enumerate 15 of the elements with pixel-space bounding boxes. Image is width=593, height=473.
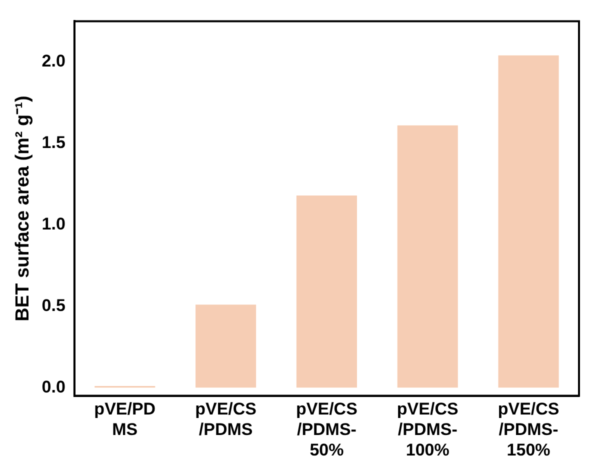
y-tick-label: 0.5	[42, 296, 66, 315]
y-tick-label: 1.5	[42, 133, 66, 152]
x-tick-label: pVE/CS/PDMS	[195, 400, 257, 440]
x-tick-label: pVE/CS/PDMS-100%	[396, 400, 458, 460]
x-tick-label: pVE/PDMS	[94, 400, 156, 440]
x-tick-label: pVE/CS/PDMS-150%	[498, 400, 560, 460]
y-tick-label: 1.0	[42, 214, 66, 234]
bar	[397, 125, 458, 388]
x-tick-label: pVE/CS/PDMS-50%	[296, 400, 358, 460]
y-axis-title: BET surface area (m² g⁻¹)	[12, 96, 34, 322]
y-tick-label: 2.0	[42, 52, 66, 71]
bar	[196, 304, 256, 388]
y-tick-label: 0.0	[42, 377, 66, 396]
bar	[296, 195, 357, 388]
bar	[498, 55, 559, 388]
